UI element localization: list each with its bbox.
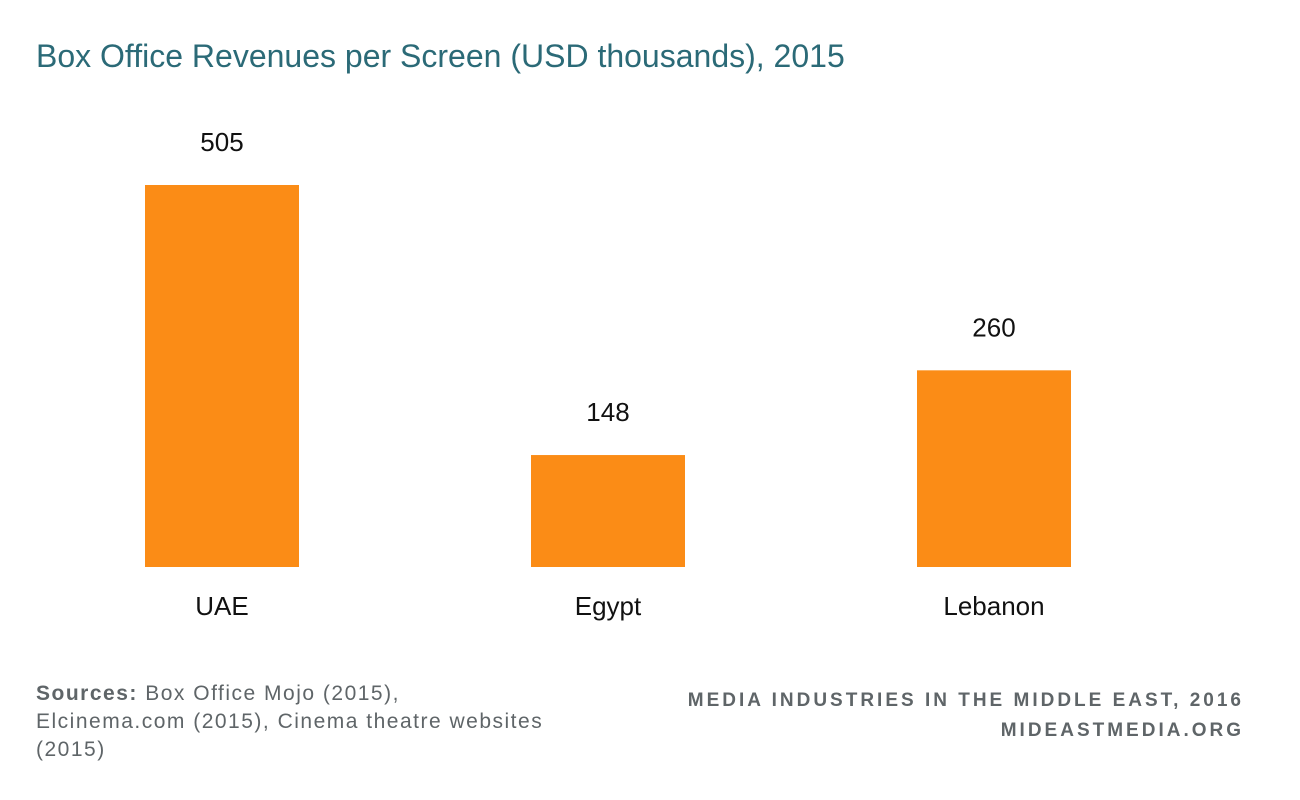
publication-title: MEDIA INDUSTRIES IN THE MIDDLE EAST, 201… (687, 690, 1244, 711)
chart-title: Box Office Revenues per Screen (USD thou… (36, 38, 845, 74)
sources-note: Sources: Box Office Mojo (2015), Elcinem… (36, 680, 556, 764)
sources-text: Box Office Mojo (2015), Elcinema.com (20… (36, 682, 544, 761)
category-label-egypt: Egypt (575, 591, 642, 621)
category-label-uae: UAE (195, 591, 248, 621)
bar-uae (145, 185, 299, 567)
publication-credit: MEDIA INDUSTRIES IN THE MIDDLE EAST, 201… (688, 686, 1244, 746)
sources-label: Sources: (36, 682, 138, 705)
value-label-egypt: 148 (586, 397, 629, 427)
bar-egypt (531, 455, 685, 567)
value-label-uae: 505 (200, 127, 243, 157)
publication-website: MIDEASTMEDIA.ORG (1000, 720, 1244, 741)
category-label-lebanon: Lebanon (943, 591, 1044, 621)
bar-chart: 505 UAE 148 Egypt 260 Lebanon (145, 127, 1071, 621)
value-label-lebanon: 260 (972, 312, 1015, 342)
bar-lebanon (917, 370, 1071, 567)
